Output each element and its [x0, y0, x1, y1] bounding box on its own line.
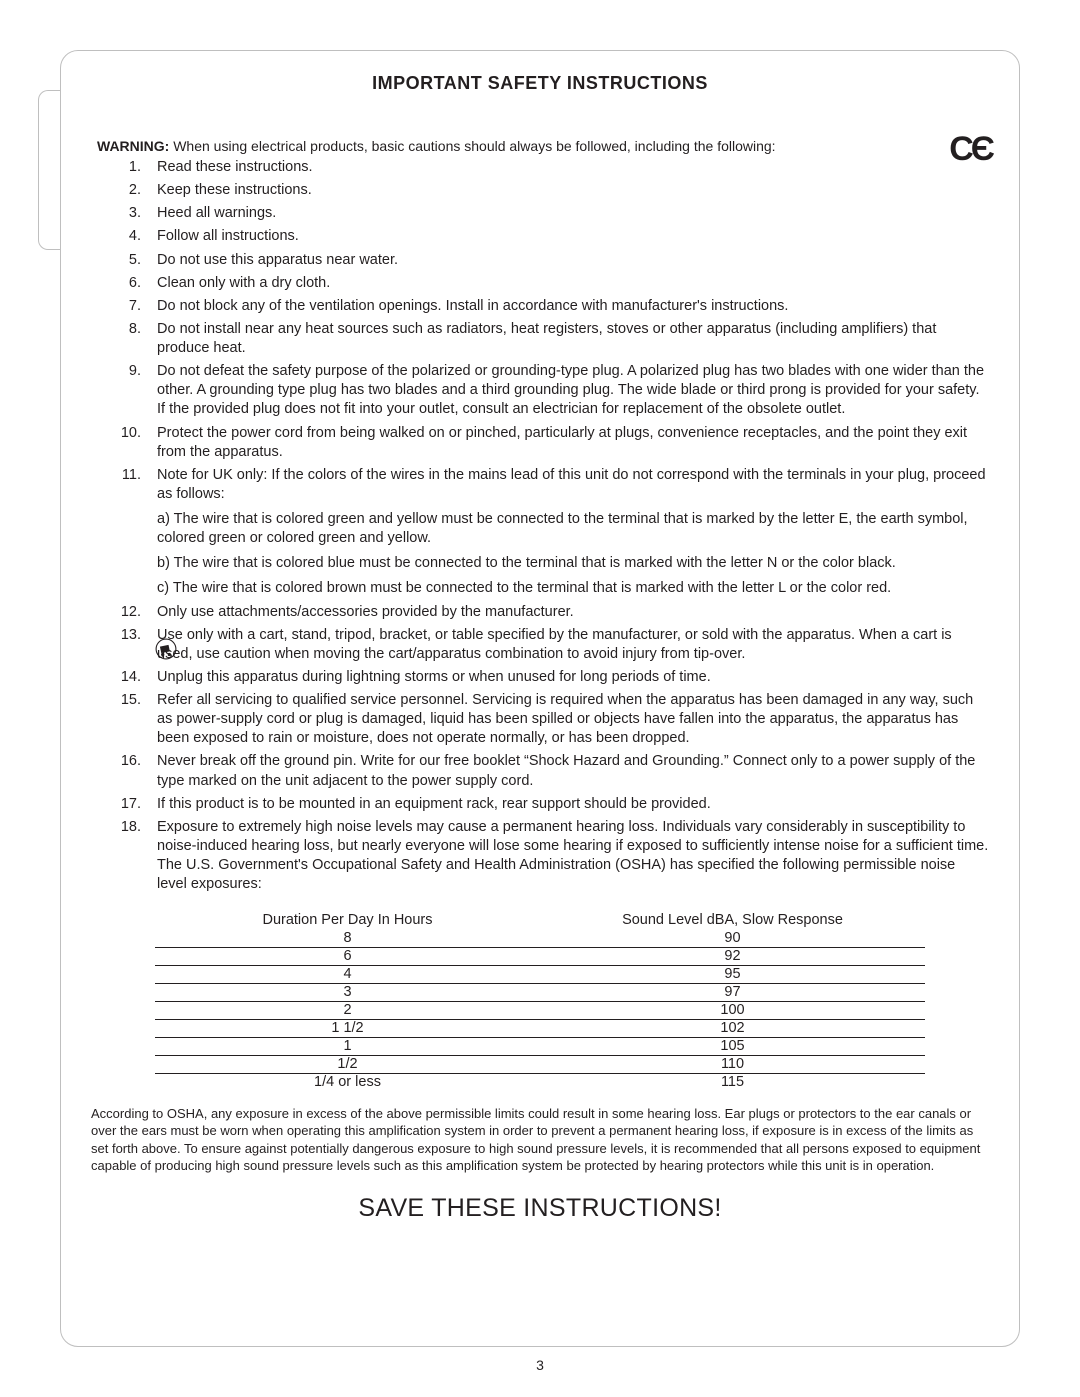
list-item-11: Note for UK only: If the colors of the w… [97, 466, 989, 599]
table-row: 397 [155, 984, 925, 1002]
sub-a: a) The wire that is colored green and ye… [157, 510, 989, 548]
osha-paragraph: According to OSHA, any exposure in exces… [91, 1105, 989, 1174]
table-header-hours: Duration Per Day In Hours [155, 912, 540, 930]
item-text: Note for UK only: If the colors of the w… [157, 467, 986, 502]
page-title: IMPORTANT SAFETY INSTRUCTIONS [91, 73, 989, 94]
warning-text: When using electrical products, basic ca… [169, 138, 775, 154]
sub-b: b) The wire that is colored blue must be… [157, 554, 989, 573]
noise-exposure-table: Duration Per Day In Hours Sound Level dB… [155, 912, 925, 1091]
list-item: Refer all servicing to qualified service… [97, 691, 989, 748]
table-row: 890 [155, 930, 925, 948]
table-row: 1 1/2102 [155, 1020, 925, 1038]
warning-prefix: WARNING: [97, 138, 169, 154]
list-item: Unplug this apparatus during lightning s… [97, 668, 989, 687]
cart-tipover-icon [155, 638, 177, 660]
table-header-db: Sound Level dBA, Slow Response [540, 912, 925, 930]
table-body: 890 692 495 397 2100 1 1/2102 1105 1/211… [155, 930, 925, 1091]
table-row: 1/2110 [155, 1056, 925, 1074]
page-number: 3 [0, 1357, 1080, 1373]
list-item: Protect the power cord from being walked… [97, 424, 989, 462]
table-row: 495 [155, 966, 925, 984]
list-item: Do not block any of the ventilation open… [97, 297, 989, 316]
table-row: 1/4 or less115 [155, 1074, 925, 1092]
list-item: Follow all instructions. [97, 227, 989, 246]
list-item: Use only with a cart, stand, tripod, bra… [97, 626, 989, 664]
table-row: 692 [155, 948, 925, 966]
instructions-list: Read these instructions. Keep these inst… [91, 158, 989, 894]
list-item: Keep these instructions. [97, 181, 989, 200]
page-frame: IMPORTANT SAFETY INSTRUCTIONS WARNING: W… [60, 50, 1020, 1347]
list-item: Read these instructions. [97, 158, 989, 177]
list-item: Clean only with a dry cloth. [97, 274, 989, 293]
list-item: Exposure to extremely high noise levels … [97, 818, 989, 895]
table-row: 2100 [155, 1002, 925, 1020]
table-row: 1105 [155, 1038, 925, 1056]
list-item: Do not use this apparatus near water. [97, 251, 989, 270]
list-item: If this product is to be mounted in an e… [97, 795, 989, 814]
sub-c: c) The wire that is colored brown must b… [157, 579, 989, 598]
list-item: Only use attachments/accessories provide… [97, 603, 989, 622]
list-item: Heed all warnings. [97, 204, 989, 223]
list-item: Do not defeat the safety purpose of the … [97, 362, 989, 419]
side-tab [38, 90, 60, 250]
save-instructions-heading: SAVE THESE INSTRUCTIONS! [91, 1194, 989, 1223]
list-item: Never break off the ground pin. Write fo… [97, 752, 989, 790]
list-item: Do not install near any heat sources suc… [97, 320, 989, 358]
warning-line: WARNING: When using electrical products,… [91, 138, 989, 154]
